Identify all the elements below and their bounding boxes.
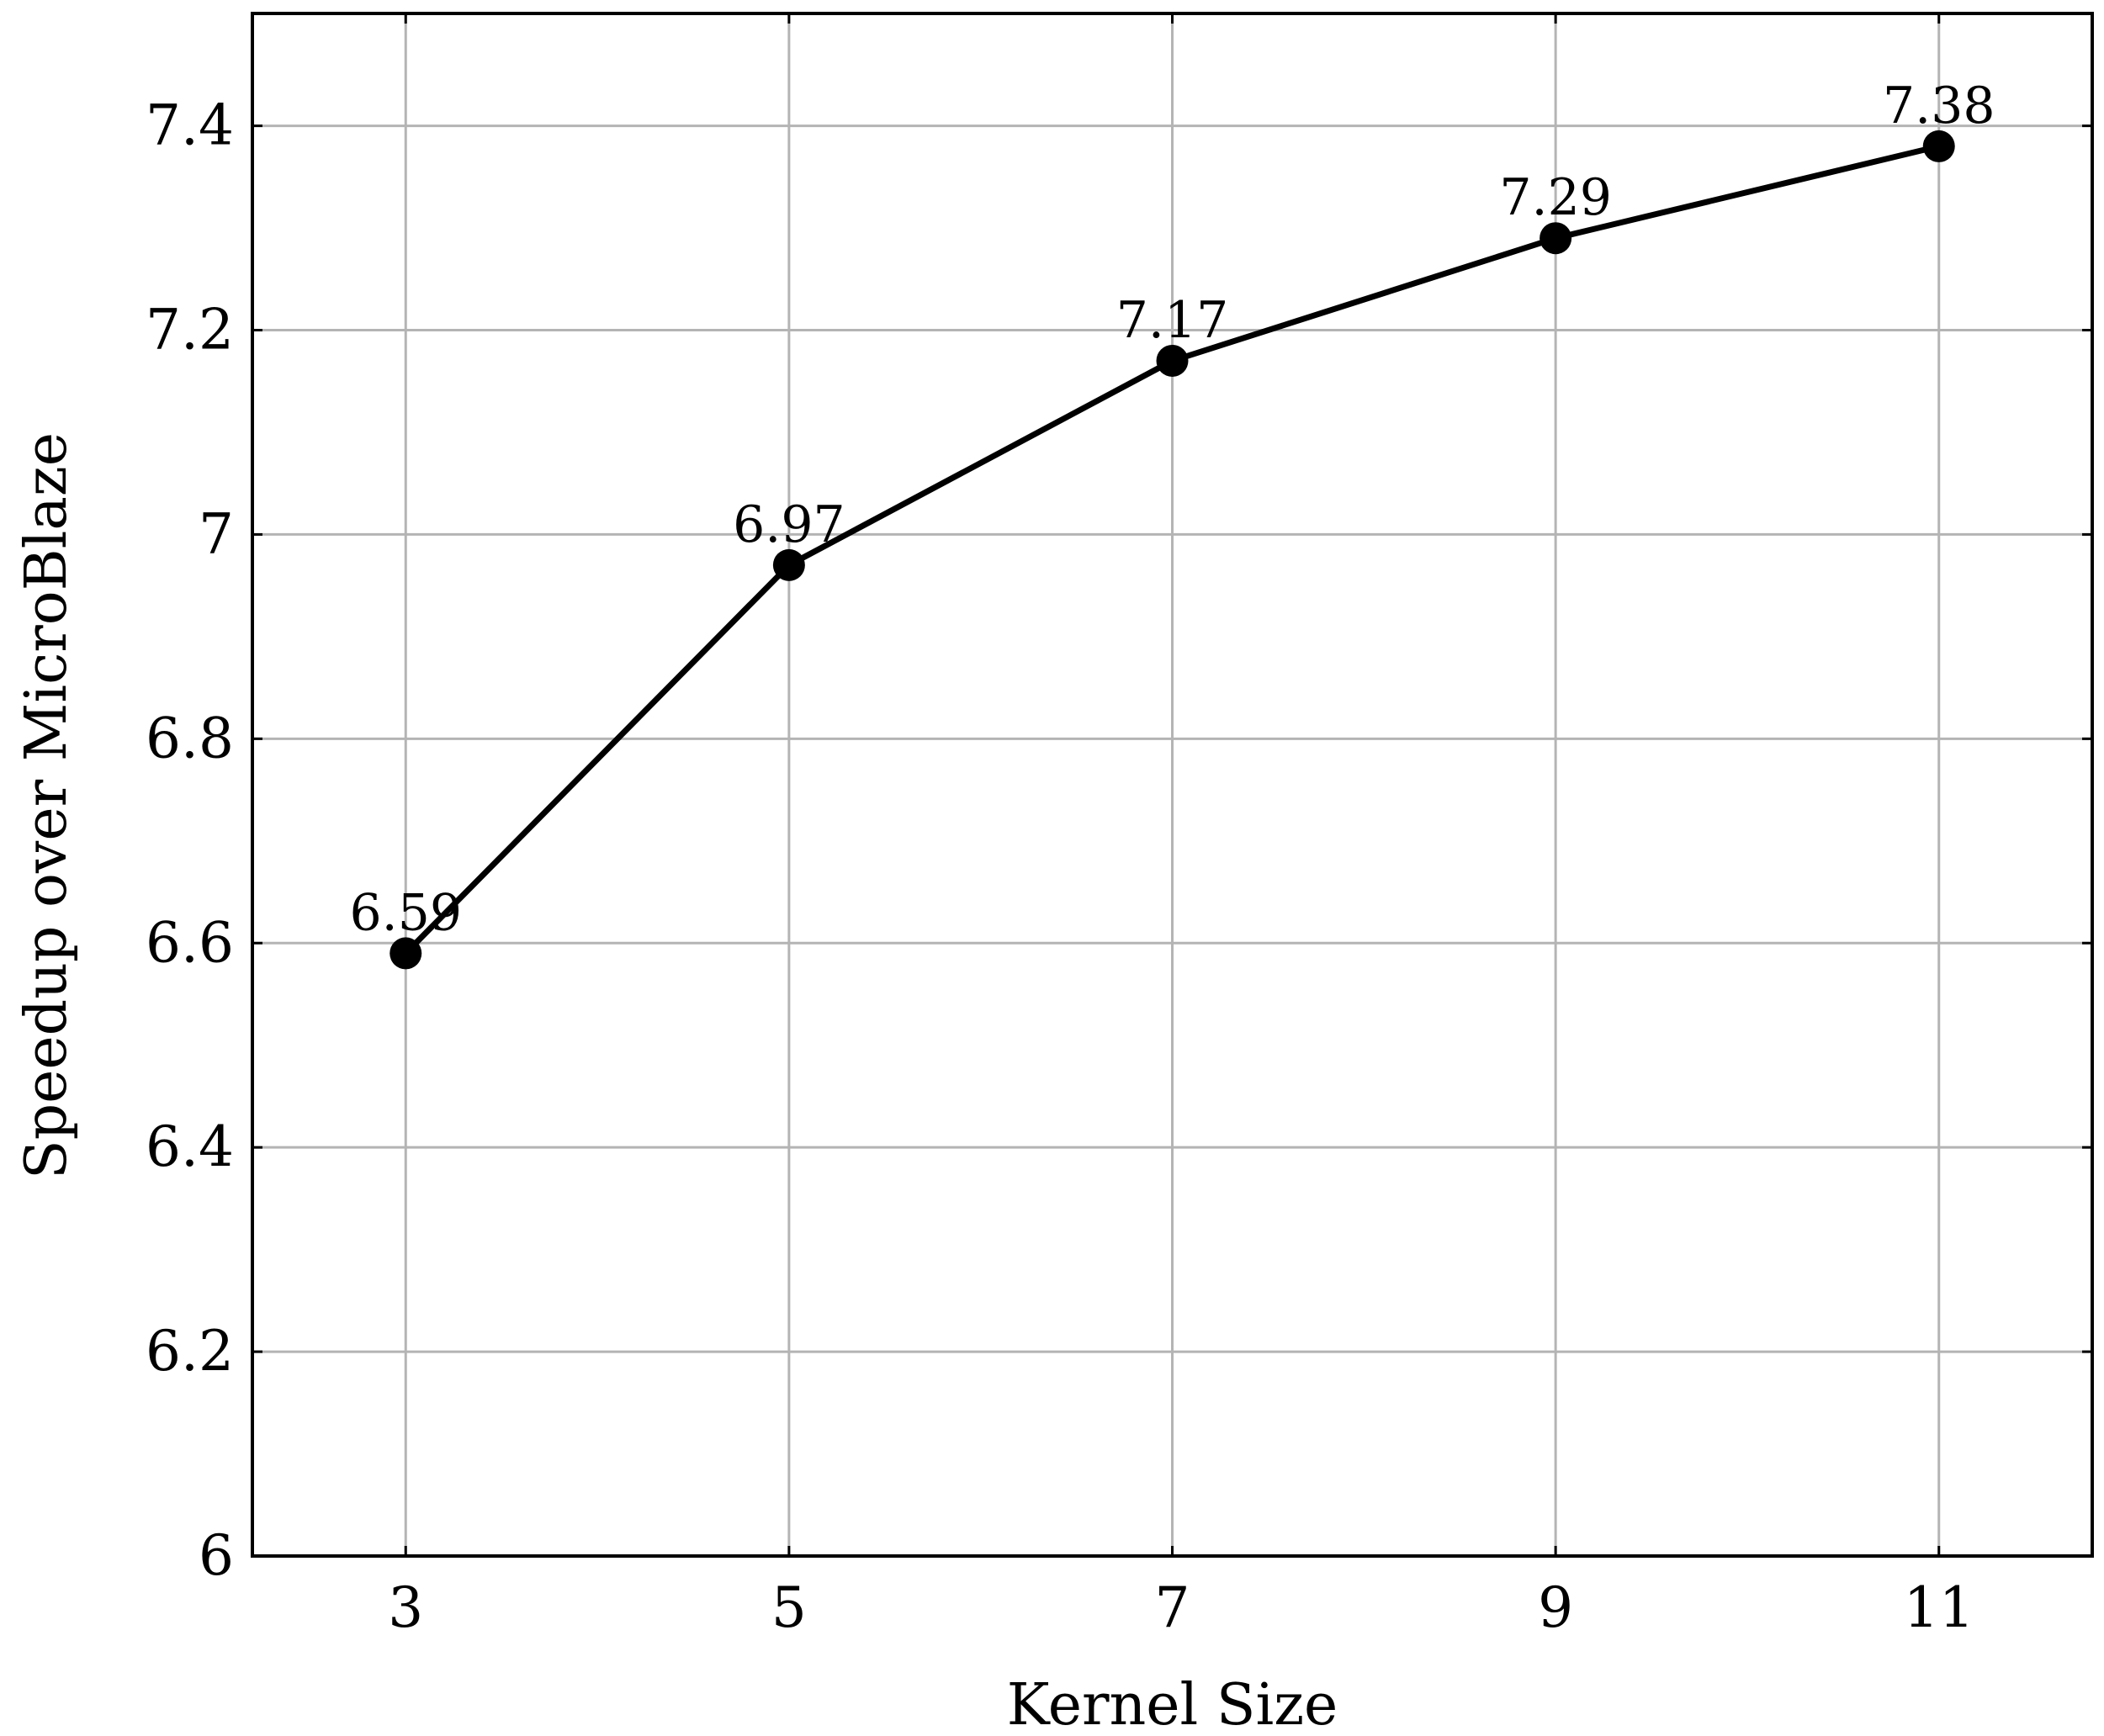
x-tick-label: 3 [388,1575,423,1640]
y-tick-label: 6.4 [146,1114,234,1179]
y-tick-label: 6 [199,1523,234,1588]
y-tick-label: 7 [199,501,234,566]
grid [252,13,2092,1558]
data-label: 7.29 [1499,168,1612,227]
y-tick-label: 7.2 [146,298,234,363]
y-tick-label: 7.4 [146,93,234,158]
y-tick-label: 6.6 [146,910,234,975]
data-point [1540,222,1572,255]
data-point [1156,344,1189,377]
plot-frame [251,12,2094,1558]
x-tick-label: 7 [1155,1575,1190,1640]
data-label: 6.97 [733,495,845,554]
x-tick-label: 11 [1904,1575,1974,1640]
x-tick-labels: 3 5 7 9 11 [388,1575,1974,1640]
y-tick-labels: 6 6.2 6.4 6.6 6.8 7 7.2 7.4 [146,93,234,1588]
data-point [390,937,422,970]
x-tick-label: 9 [1538,1575,1573,1640]
data-label: 6.59 [349,883,462,942]
data-label: 7.17 [1116,291,1229,350]
x-tick-label: 5 [771,1575,807,1640]
y-tick-label: 6.8 [146,706,234,770]
data-labels: 6.59 6.97 7.17 7.29 7.38 [349,77,1995,943]
data-point [772,548,805,581]
series [390,130,1955,970]
y-tick-label: 6.2 [146,1319,234,1384]
y-axis-title: Speedup over MicroBlaze [13,432,80,1179]
data-point [1922,130,1955,162]
x-axis-title: Kernel Size [1007,1672,1338,1736]
data-label: 7.38 [1883,77,1995,135]
